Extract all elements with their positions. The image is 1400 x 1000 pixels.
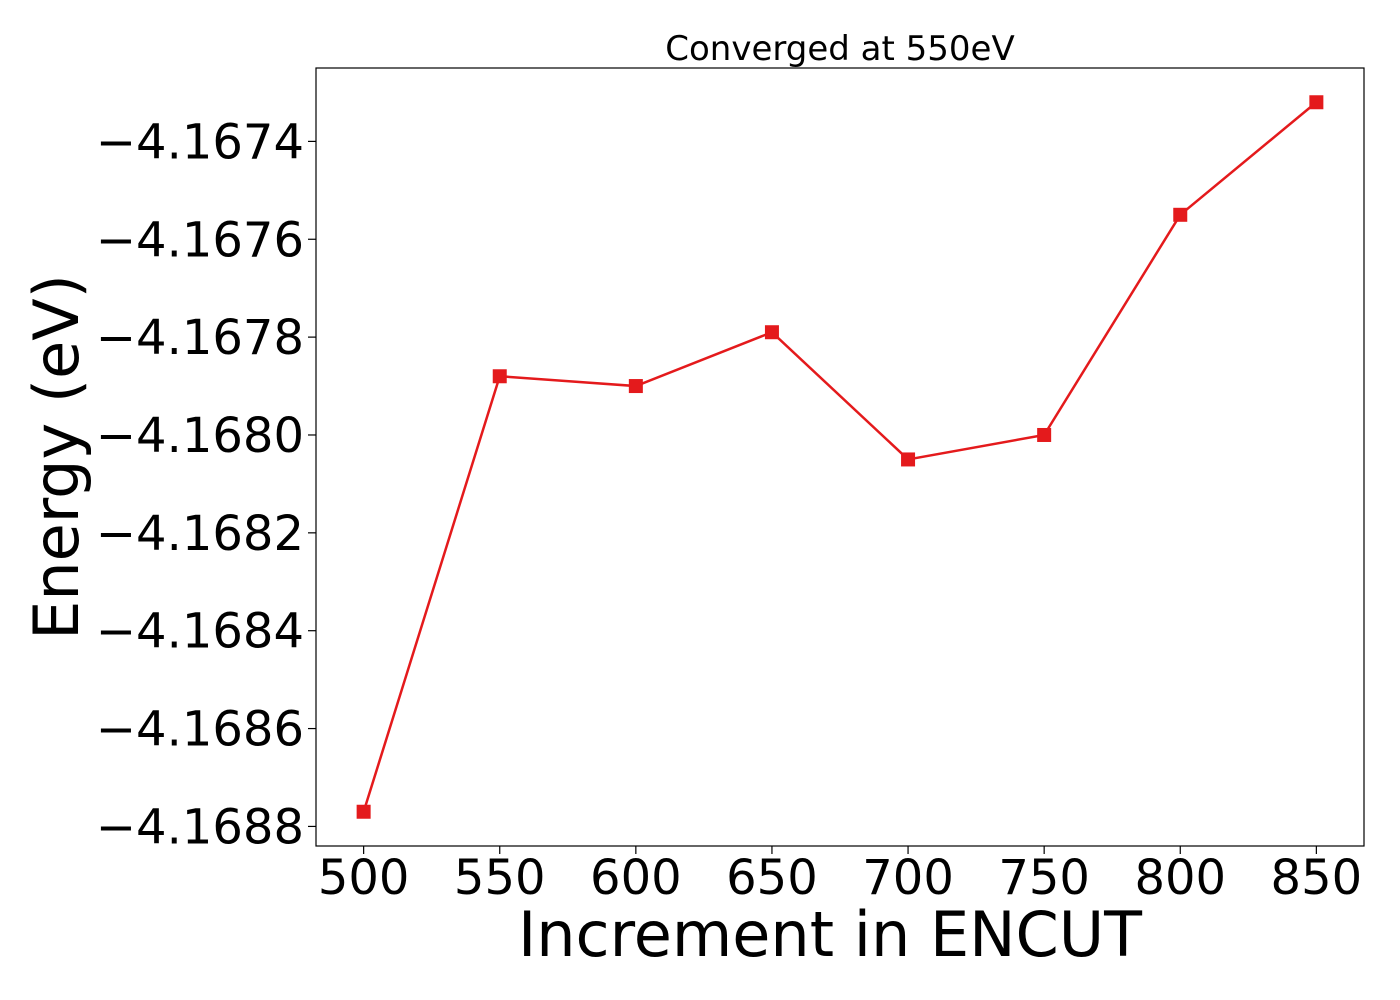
y-tick-label: −4.1684 [96,604,304,660]
y-tick-label: −4.1688 [96,799,304,855]
data-point-marker [492,369,507,384]
y-tick-label: −4.1686 [96,702,304,758]
x-tick-label: 700 [862,850,954,906]
y-tick-label: −4.1674 [96,114,304,170]
data-point-marker [1037,427,1052,442]
data-point-marker [901,452,916,467]
x-tick-label: 750 [998,850,1090,906]
data-point-marker [1309,95,1324,110]
x-tick-label: 650 [726,850,818,906]
ticks-layer: 500 550 600 650 700 750 800 850 −4.1688 −4.1686 −4… [96,114,1362,906]
y-tick-label: −4.1680 [96,408,304,464]
x-tick-label: 800 [1134,850,1226,906]
y-tick-label: −4.1682 [96,506,304,562]
x-tick-label: 600 [590,850,682,906]
x-tick-label: 550 [454,850,546,906]
data-point-marker [356,804,371,819]
plot-frame [315,67,1365,847]
chart-title: Converged at 550eV [665,29,1014,69]
y-axis-label: Energy (eV) [20,274,93,640]
data-point-marker [1173,207,1188,222]
series-layer [356,95,1324,819]
y-tick-label: −4.1678 [96,310,304,366]
series-line [362,101,1318,813]
x-tick-label: 500 [318,850,410,906]
data-point-marker [628,379,643,394]
y-tick-label: −4.1676 [96,212,304,268]
x-tick-label: 850 [1271,850,1363,906]
x-axis-label: Increment in ENCUT [518,898,1143,971]
data-point-marker [764,325,779,340]
